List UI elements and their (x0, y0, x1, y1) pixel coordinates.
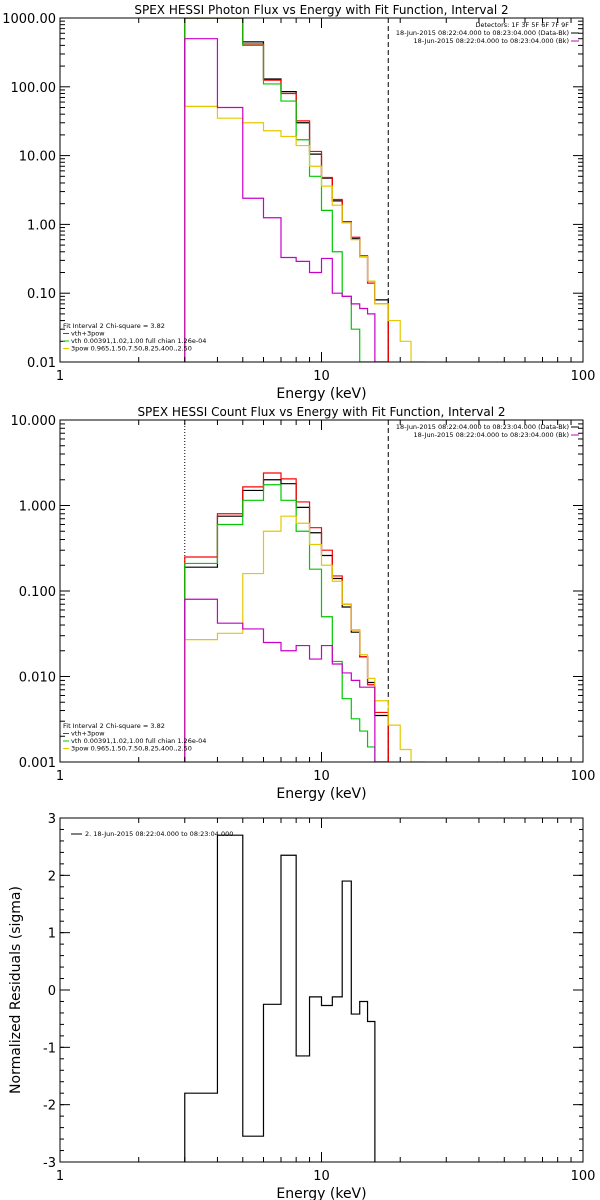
x-tick-label: 10 (313, 769, 330, 784)
x-tick-label: 1 (56, 1169, 64, 1184)
x-axis-label: Energy (keV) (276, 1186, 366, 1200)
series-3pow (184, 515, 426, 762)
series-bk (184, 598, 389, 762)
info-line: 18-Jun-2015 08:22:04.000 to 08:23:04.000… (414, 431, 569, 439)
info-line: Detectors: 1F 3F 5F 6F 7F 9F (475, 21, 569, 29)
y-tick-label: 1000.00 (2, 12, 56, 27)
series-residuals (184, 834, 376, 1162)
legend-line: vth 0.00391,1.02,1.00 full chian 1.26e-0… (71, 337, 206, 345)
legend-line: vth+3pow (71, 730, 105, 738)
chart-title: SPEX HESSI Count Flux vs Energy with Fit… (137, 405, 505, 419)
legend-line: vth 0.00391,1.02,1.00 full chian 1.26e-0… (71, 737, 206, 745)
x-tick-label: 10 (313, 1169, 330, 1184)
series-vth (184, 18, 389, 362)
y-tick-label: 0 (48, 984, 56, 999)
y-tick-label: 0.01 (27, 356, 56, 371)
y-tick-label: 0.10 (27, 287, 56, 302)
series-group (184, 472, 426, 762)
y-axis-label: Normalized Residuals (sigma) (8, 886, 24, 1094)
series-vth-3pow (184, 18, 389, 362)
info-line: 18-Jun-2015 08:22:04.000 to 08:23:04.000… (396, 29, 569, 37)
info-line: 18-Jun-2015 08:22:04.000 to 08:23:04.000… (414, 37, 569, 45)
y-tick-label: 1.000 (19, 500, 56, 515)
x-tick-label: 10 (313, 369, 330, 384)
x-tick-label: 1 (56, 769, 64, 784)
legend-line: Fit Interval 2 Chi-square = 3.82 (63, 322, 165, 330)
y-tick-label: 1.00 (27, 218, 56, 233)
y-tick-label: -3 (43, 1156, 56, 1171)
y-tick-label: 0.100 (19, 585, 56, 600)
y-tick-label: 10.00 (19, 150, 56, 165)
legend-line: vth+3pow (71, 330, 105, 338)
y-tick-label: 0.010 (19, 671, 56, 686)
y-tick-label: 10.000 (11, 414, 57, 429)
y-tick-label: 0.001 (19, 756, 56, 771)
y-tick-label: 2 (48, 869, 56, 884)
series-3pow (184, 105, 426, 362)
legend-line: 3pow 0.965,1.50,7.50,8.25,400.,2.50 (71, 745, 192, 753)
x-axis-label: Energy (keV) (276, 786, 366, 802)
legend-line: Fit Interval 2 Chi-square = 3.82 (63, 722, 165, 730)
series-group (184, 834, 376, 1162)
series-group (184, 18, 426, 362)
x-tick-label: 1 (56, 369, 64, 384)
x-tick-label: 100 (571, 769, 596, 784)
x-axis-label: Energy (keV) (276, 386, 366, 402)
x-tick-label: 100 (571, 369, 596, 384)
legend-line: 3pow 0.965,1.50,7.50,8.25,400.,2.50 (71, 345, 192, 353)
chart-title: SPEX HESSI Photon Flux vs Energy with Fi… (134, 3, 508, 17)
y-tick-label: 100.00 (11, 81, 57, 96)
series-bk (184, 38, 389, 362)
y-tick-label: -1 (43, 1041, 56, 1056)
legend-line: 2. 18-Jun-2015 08:22:04.000 to 08:23:04.… (85, 830, 233, 838)
y-tick-label: 3 (48, 812, 56, 827)
y-tick-label: -2 (43, 1099, 56, 1114)
plot-frame (59, 817, 584, 1163)
series-vth (184, 484, 389, 762)
series-data (184, 479, 389, 762)
series-data (184, 18, 389, 362)
y-tick-label: 1 (48, 927, 56, 942)
info-line: 18-Jun-2015 08:22:04.000 to 08:23:04.000… (396, 423, 569, 431)
chart-panel-1: SPEX HESSI Photon Flux vs Energy with Fi… (2, 3, 595, 402)
chart-panel-2: SPEX HESSI Count Flux vs Energy with Fit… (11, 405, 596, 802)
x-tick-label: 100 (571, 1169, 596, 1184)
